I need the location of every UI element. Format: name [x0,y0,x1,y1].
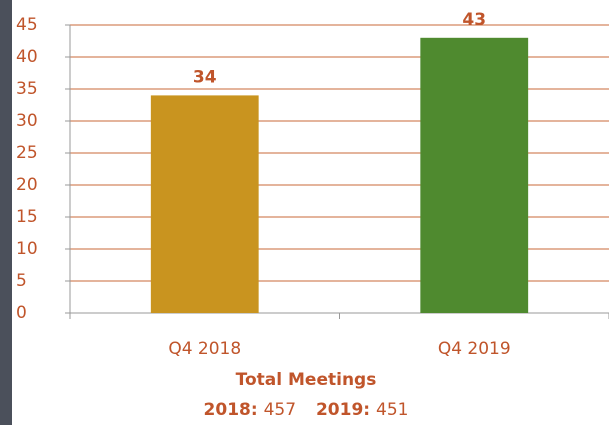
side-strip [0,0,12,425]
x-tick-label: Q4 2019 [438,339,511,359]
totals: 2018: 457 2019: 451 [204,400,409,420]
y-tick-label: 5 [16,271,27,291]
y-tick-label: 15 [16,207,38,227]
bar [150,95,259,314]
total-label: 2019: [316,400,370,420]
x-tick-label: Q4 2018 [168,339,241,359]
total-label: 2018: [204,400,258,420]
y-tick-label: 30 [16,111,38,131]
y-tick-label: 0 [16,303,27,323]
value-label: 34 [193,67,217,87]
y-tick-label: 35 [16,79,38,99]
y-tick-label: 45 [16,15,38,35]
y-tick-label: 20 [16,175,38,195]
annotation: Total Meetings [236,370,377,390]
y-tick-label: 25 [16,143,38,163]
total-value: 457 [264,400,296,420]
bar [420,37,529,314]
total-value: 451 [376,400,408,420]
y-tick-label: 10 [16,239,38,259]
value-label: 43 [462,10,486,30]
y-tick-label: 40 [16,47,38,67]
